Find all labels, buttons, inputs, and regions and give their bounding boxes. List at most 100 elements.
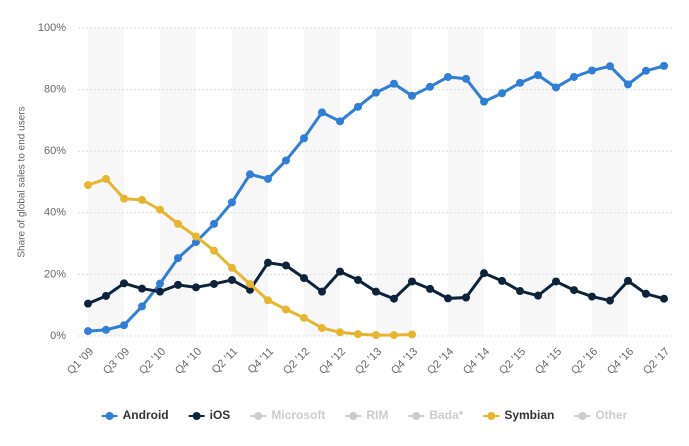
- band: [592, 28, 628, 336]
- x-tick-label: Q4 '15: [533, 346, 564, 377]
- point: [246, 170, 254, 179]
- x-tick-label: Q2 '16: [569, 346, 600, 377]
- point: [462, 293, 470, 302]
- legend-marker: [578, 412, 587, 420]
- point: [102, 174, 110, 183]
- point: [354, 275, 362, 284]
- point: [408, 330, 416, 339]
- y-tick-label: 100%: [38, 22, 66, 34]
- point: [120, 321, 128, 330]
- x-tick-label: Q2 '10: [137, 346, 168, 377]
- point: [660, 294, 668, 303]
- point: [390, 294, 398, 303]
- point: [372, 88, 380, 97]
- point: [84, 299, 92, 308]
- point: [534, 71, 542, 80]
- point: [264, 258, 272, 267]
- point: [192, 238, 200, 247]
- point: [390, 79, 398, 88]
- point: [174, 219, 182, 228]
- x-tick-label: Q1 '09: [65, 346, 96, 377]
- point: [372, 287, 380, 296]
- point: [624, 276, 632, 285]
- point: [120, 194, 128, 203]
- legend-marker: [487, 412, 496, 420]
- point: [408, 91, 416, 100]
- legend: Android iOS Microsoft RIM Bada* Symbian Other: [101, 408, 628, 422]
- point: [102, 291, 110, 300]
- point: [210, 279, 218, 288]
- point: [354, 102, 362, 111]
- point: [534, 291, 542, 300]
- point: [282, 261, 290, 270]
- point: [156, 205, 164, 214]
- y-tick-label: 60%: [44, 145, 66, 157]
- legend-marker: [192, 412, 201, 420]
- point: [390, 331, 398, 340]
- point: [282, 305, 290, 314]
- x-tick-label: Q2 '14: [425, 346, 456, 377]
- point: [408, 277, 416, 286]
- point: [588, 66, 596, 75]
- point: [120, 279, 128, 288]
- point: [228, 275, 236, 284]
- point: [138, 302, 146, 311]
- point: [156, 279, 164, 288]
- point: [498, 89, 506, 98]
- legend-marker: [412, 412, 421, 420]
- y-axis-label: Share of global sales to end users: [17, 106, 28, 257]
- point: [84, 181, 92, 190]
- point: [354, 330, 362, 339]
- legend-label: Bada*: [429, 408, 463, 422]
- legend-label: Symbian: [504, 408, 554, 422]
- x-tick-label: Q4 '14: [461, 346, 492, 377]
- y-tick-label: 40%: [44, 207, 66, 219]
- legend-label: Microsoft: [271, 408, 325, 422]
- band: [376, 28, 412, 336]
- legend-marker: [349, 412, 358, 420]
- y-tick-label: 0%: [50, 330, 66, 342]
- x-tick-label: Q4 '13: [389, 346, 420, 377]
- point: [210, 219, 218, 228]
- point: [516, 287, 524, 296]
- point: [174, 280, 182, 289]
- legend-marker: [105, 412, 114, 420]
- point: [300, 134, 308, 143]
- point: [642, 289, 650, 298]
- x-tick-label: Q4 '16: [605, 346, 636, 377]
- point: [372, 331, 380, 340]
- y-tick-label: 20%: [44, 268, 66, 280]
- point: [660, 61, 668, 70]
- point: [588, 292, 596, 301]
- x-tick-label: Q4 '11: [246, 346, 277, 377]
- y-tick-label: 80%: [44, 84, 66, 96]
- point: [138, 195, 146, 204]
- point: [300, 274, 308, 283]
- point: [192, 232, 200, 241]
- point: [444, 72, 452, 81]
- point: [552, 83, 560, 92]
- point: [210, 246, 218, 255]
- point: [624, 80, 632, 89]
- x-tick-label: Q2 '15: [497, 346, 528, 377]
- point: [318, 108, 326, 117]
- point: [282, 156, 290, 165]
- point: [570, 72, 578, 81]
- point: [480, 269, 488, 278]
- point: [570, 286, 578, 295]
- band: [304, 28, 340, 336]
- point: [300, 313, 308, 322]
- point: [264, 296, 272, 305]
- point: [228, 198, 236, 207]
- point: [228, 263, 236, 272]
- point: [336, 328, 344, 337]
- point: [246, 279, 254, 288]
- band: [448, 28, 484, 336]
- x-tick-label: Q2 '12: [281, 346, 312, 377]
- x-tick-label: Q2 '11: [210, 346, 241, 377]
- point: [102, 325, 110, 334]
- point: [138, 284, 146, 293]
- point: [480, 97, 488, 106]
- point: [246, 285, 254, 294]
